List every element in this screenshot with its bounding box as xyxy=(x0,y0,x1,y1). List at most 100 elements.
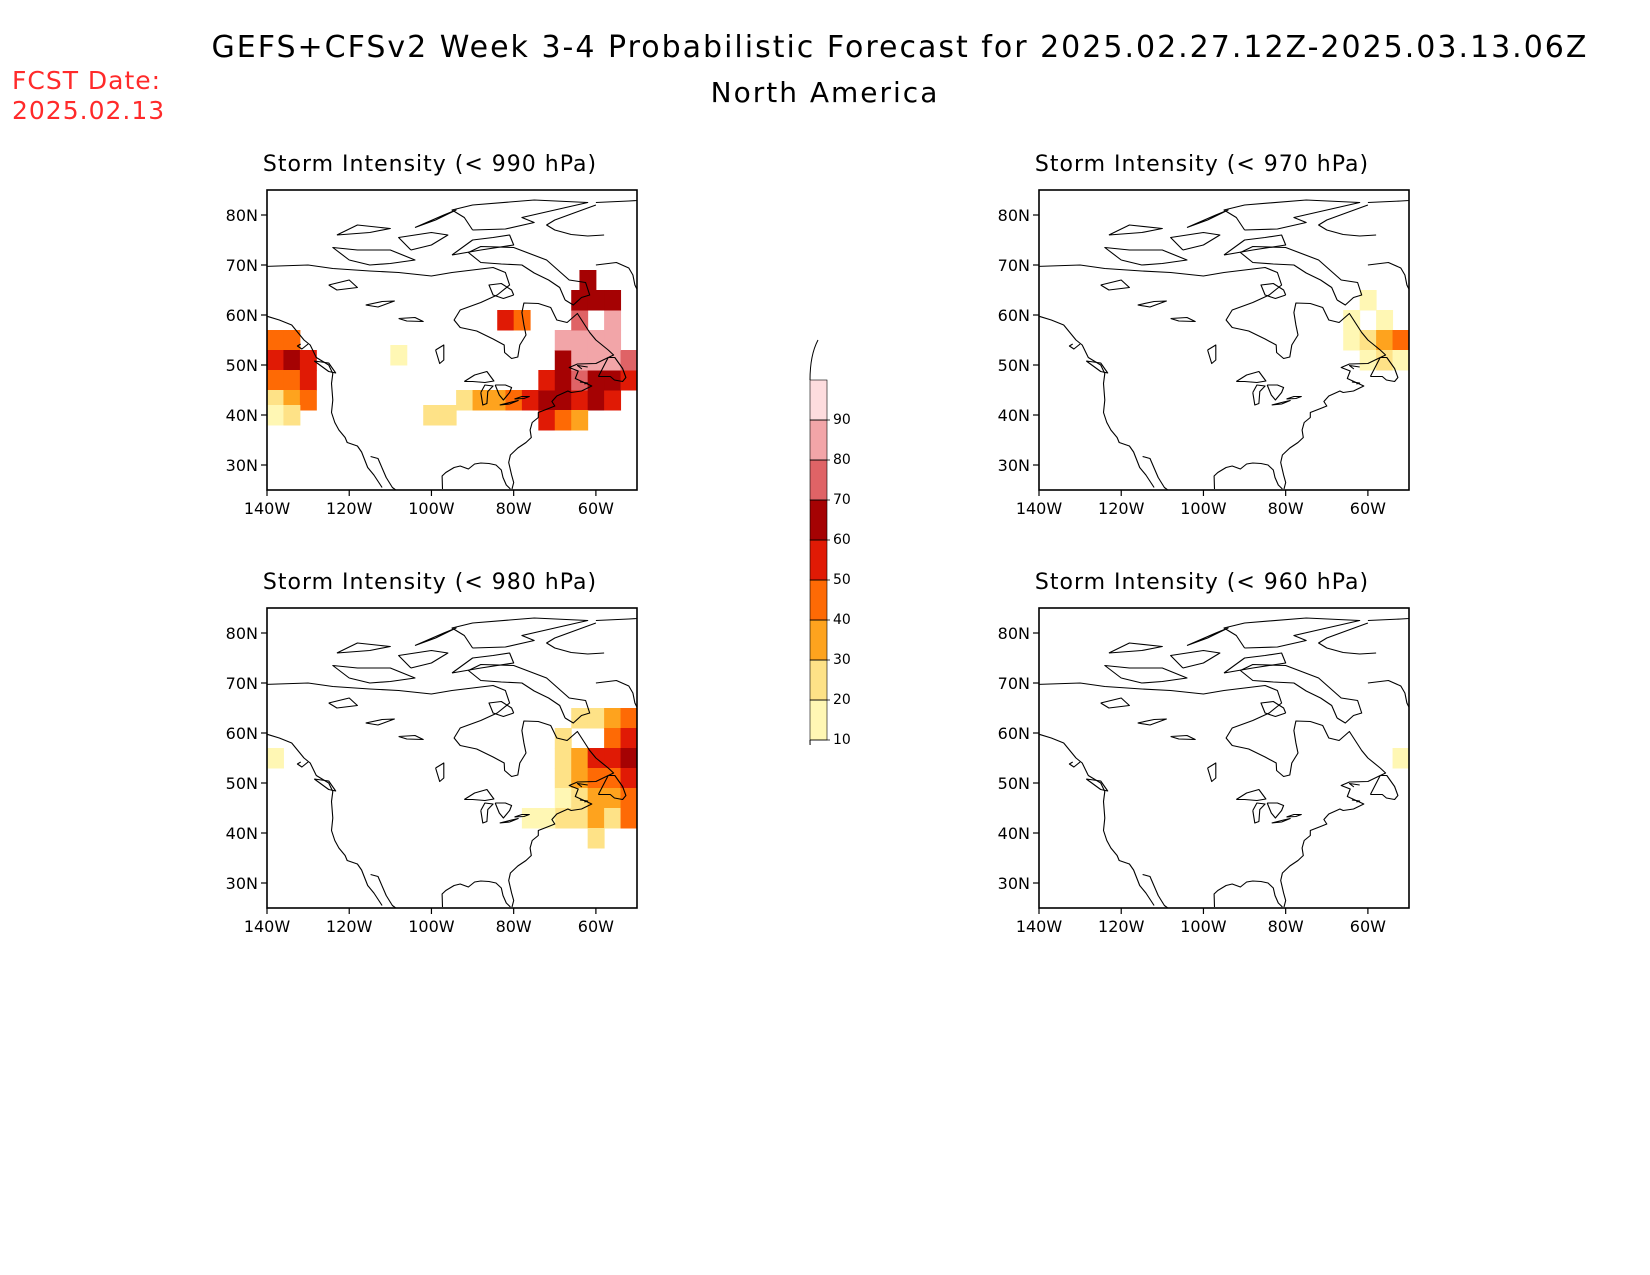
probability-cell xyxy=(554,410,572,431)
probability-cell xyxy=(472,390,490,411)
coastline-segment xyxy=(1213,462,1283,490)
lat-tick-label: 40N xyxy=(226,824,258,843)
coastline-segment xyxy=(1236,370,1267,384)
coastline-segment xyxy=(1223,234,1287,256)
lat-tick-label: 30N xyxy=(998,456,1030,475)
probability-cell xyxy=(538,808,556,829)
coastline-segment xyxy=(1207,344,1217,365)
coastline-segment xyxy=(1260,700,1287,718)
coastline-segment xyxy=(1068,761,1081,768)
colorbar-label: 30 xyxy=(833,652,851,668)
coastline-segment xyxy=(595,679,637,709)
coastline-segment xyxy=(1369,356,1399,383)
coastline-segment xyxy=(1271,399,1291,406)
lat-tick-label: 60N xyxy=(226,724,258,743)
probability-cell xyxy=(587,768,605,789)
map-panel-990: 80N 70N 60N 50N 40N 30N 140W 120W 100W 80W 60W xyxy=(226,189,638,518)
forecast-date-block: FCST Date: 2025.02.13 xyxy=(12,66,165,126)
coastline-segment xyxy=(499,817,519,824)
coastline-segment xyxy=(579,799,589,803)
probability-cell xyxy=(587,390,605,411)
probability-cell xyxy=(587,808,605,829)
coastline-segment xyxy=(332,246,416,266)
probability-cell xyxy=(521,390,539,411)
coastline-segment xyxy=(464,788,495,802)
coastline-segment xyxy=(595,617,637,622)
probability-field xyxy=(1343,290,1409,371)
lat-tick-label: 70N xyxy=(998,256,1030,275)
coastline-segment xyxy=(1239,245,1363,306)
coastline xyxy=(1039,199,1409,490)
probability-cell xyxy=(299,350,317,371)
panel-title-960: Storm Intensity (< 960 hPa) xyxy=(1034,570,1370,595)
coastline-segment xyxy=(514,813,530,818)
coastline-segment xyxy=(370,873,397,908)
coastline-segment xyxy=(1170,316,1196,323)
colorbar-swatch xyxy=(809,539,828,581)
probability-cell xyxy=(604,748,622,769)
probability-cell xyxy=(604,808,622,829)
panel-title-970: Storm Intensity (< 970 hPa) xyxy=(1034,152,1370,177)
probability-cell xyxy=(604,728,622,749)
probability-cell xyxy=(538,390,556,411)
probability-cell xyxy=(620,768,637,789)
probability-cell xyxy=(571,748,589,769)
probability-cell xyxy=(620,748,637,769)
probability-cell xyxy=(604,768,622,789)
coastline xyxy=(1039,617,1409,908)
probability-cell xyxy=(587,708,605,729)
probability-cell xyxy=(390,345,408,366)
coastline-segment xyxy=(267,733,383,906)
probability-cell xyxy=(1343,330,1361,351)
colorbar-top-arrow xyxy=(809,339,819,381)
probability-cell xyxy=(571,708,589,729)
colorbar-label: 40 xyxy=(833,612,851,628)
probability-cell xyxy=(1392,330,1409,351)
probability-cell xyxy=(554,728,572,749)
probability-cell xyxy=(538,370,556,391)
coastline xyxy=(267,199,637,490)
lat-tick-label: 60N xyxy=(998,306,1030,325)
coastline-segment xyxy=(451,199,589,231)
coastline-segment xyxy=(1348,782,1360,788)
colorbar-swatch xyxy=(809,699,828,741)
probability-cell xyxy=(283,405,301,426)
coastline-segment xyxy=(1108,224,1163,236)
colorbar-label: 50 xyxy=(833,572,851,588)
probability-cell xyxy=(439,405,457,426)
colorbar-swatch xyxy=(809,499,828,541)
map-panel-970: 80N 70N 60N 50N 40N 30N 140W 120W 100W 80W 60W xyxy=(998,189,1410,518)
subtitle: North America xyxy=(710,76,940,109)
lat-tick-label: 80N xyxy=(226,206,258,225)
coastline-segment xyxy=(441,462,511,490)
coastline-segment xyxy=(595,261,637,291)
probability-cell xyxy=(538,410,556,431)
coastline-segment xyxy=(1367,199,1409,204)
colorbar-swatch xyxy=(809,379,828,421)
panel-title-980: Storm Intensity (< 980 hPa) xyxy=(262,570,598,595)
probability-cell xyxy=(604,390,622,411)
lat-tick-label: 80N xyxy=(226,624,258,643)
probability-cell xyxy=(1376,310,1394,331)
probability-cell xyxy=(505,390,523,411)
coastline-segment xyxy=(1369,774,1399,801)
probability-cell xyxy=(283,330,301,351)
coastline-segment xyxy=(365,300,395,308)
coastline-segment xyxy=(1351,799,1361,803)
lon-tick-label: 80W xyxy=(496,499,532,518)
coastline-segment xyxy=(365,718,395,726)
probability-cell xyxy=(571,290,589,311)
coastline-segment xyxy=(1100,279,1130,291)
coastline-segment xyxy=(1137,718,1167,726)
probability-cell xyxy=(554,370,572,391)
coastline-segment xyxy=(1186,209,1229,229)
coastline-segment xyxy=(296,761,309,768)
colorbar-label: 90 xyxy=(833,412,851,428)
probability-cell xyxy=(299,390,317,411)
colorbar-swatch xyxy=(809,659,828,701)
probability-cell xyxy=(1392,748,1409,769)
probability-cell xyxy=(620,708,637,729)
coastline-segment xyxy=(1260,282,1287,300)
coastline-segment xyxy=(1351,381,1361,385)
lat-tick-label: 30N xyxy=(226,874,258,893)
